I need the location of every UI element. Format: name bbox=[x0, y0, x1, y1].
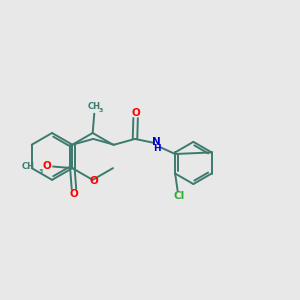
Text: N: N bbox=[152, 137, 161, 147]
Text: CH: CH bbox=[22, 162, 34, 171]
Text: 3: 3 bbox=[98, 108, 103, 113]
Text: Cl: Cl bbox=[173, 191, 184, 201]
Text: O: O bbox=[89, 176, 98, 186]
Text: 3: 3 bbox=[39, 169, 43, 173]
Text: O: O bbox=[132, 108, 140, 118]
Text: H: H bbox=[153, 144, 160, 153]
Text: O: O bbox=[43, 161, 52, 171]
Text: CH: CH bbox=[88, 101, 101, 110]
Text: O: O bbox=[70, 189, 79, 199]
